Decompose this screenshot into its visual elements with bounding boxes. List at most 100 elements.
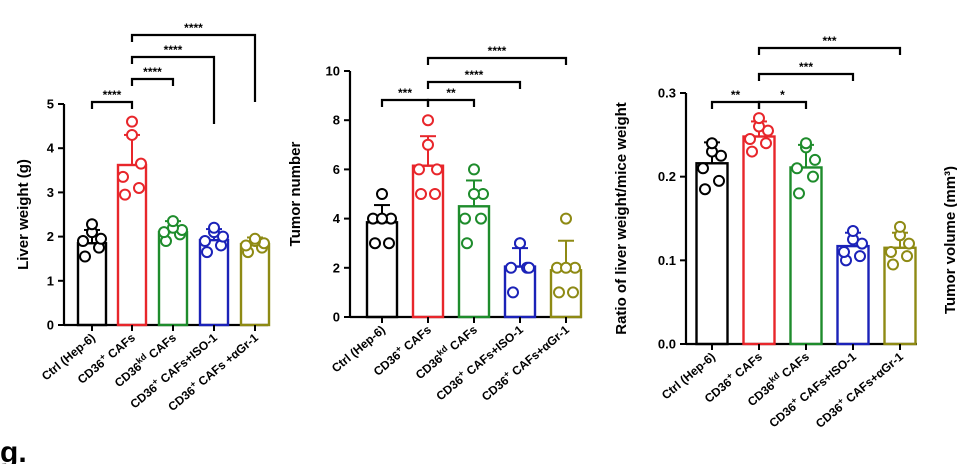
significance-label: ** — [446, 86, 456, 100]
data-point — [903, 237, 915, 250]
data-point — [894, 220, 906, 233]
significance-bracket — [90, 100, 134, 109]
data-point — [753, 112, 765, 125]
significance-label: **** — [184, 21, 203, 35]
data-point — [847, 225, 859, 238]
data-point — [415, 188, 427, 200]
data-point — [800, 137, 812, 150]
y-tick-label: 10 — [326, 64, 340, 79]
y-axis-label: Ratio of liver weight/mice weight — [613, 102, 630, 335]
significance-label: * — [780, 88, 785, 102]
data-point — [706, 137, 718, 150]
bar — [742, 135, 776, 346]
data-point — [553, 286, 565, 299]
data-point — [199, 235, 211, 248]
y-axis-label: Liver weight (g) — [15, 159, 32, 270]
tumor-volume-axis-label: Tumor volume (mm³) — [942, 166, 957, 314]
data-point — [475, 212, 487, 225]
significance-bracket — [130, 55, 216, 124]
significance-label: **** — [164, 43, 183, 57]
data-point — [809, 153, 821, 166]
y-tick-label: 0.2 — [658, 169, 676, 184]
significance-bracket — [130, 33, 257, 102]
significance-label: *** — [398, 86, 412, 100]
data-point — [887, 258, 899, 271]
data-point — [560, 261, 572, 274]
significance-label: **** — [143, 65, 162, 79]
data-point — [119, 188, 131, 201]
significance-bracket — [380, 98, 430, 107]
data-point — [77, 235, 89, 248]
data-point — [459, 212, 471, 225]
data-point — [413, 163, 425, 176]
data-point — [133, 181, 145, 194]
y-tick-label: 6 — [333, 162, 340, 177]
data-point — [86, 218, 98, 231]
significance-bracket — [426, 80, 522, 89]
data-point — [422, 138, 434, 151]
significance-bracket — [426, 98, 476, 107]
data-point — [713, 174, 725, 187]
data-point — [514, 237, 526, 250]
data-point — [201, 246, 213, 259]
y-tick-label: 0 — [47, 318, 54, 333]
data-point — [369, 237, 381, 250]
data-point — [468, 188, 480, 200]
data-point — [135, 157, 147, 170]
data-point — [117, 170, 129, 183]
y-tick-label: 0.3 — [658, 86, 676, 101]
liver-ratio-chart: 0.0 0.1 0.2 0.3 Ratio of liver weight/mice w… — [613, 34, 917, 431]
data-point — [791, 162, 803, 175]
significance-bracket — [426, 56, 568, 65]
data-point — [793, 187, 805, 200]
y-tick-label: 2 — [47, 229, 54, 244]
significance-label: **** — [488, 44, 507, 58]
y-tick-label: 0 — [333, 310, 340, 325]
data-point — [95, 232, 107, 245]
y-tick-label: 0.0 — [658, 337, 676, 352]
data-point — [167, 215, 179, 228]
data-point — [507, 286, 519, 299]
panel-letter: g. — [0, 436, 27, 464]
data-point — [760, 137, 772, 150]
data-point — [838, 245, 850, 258]
data-point — [885, 245, 897, 258]
data-point — [376, 188, 388, 200]
data-point — [699, 183, 711, 196]
significance-bracket — [757, 100, 808, 109]
data-point — [854, 250, 866, 263]
y-tick-label: 3 — [47, 185, 54, 200]
significance-label: ** — [731, 88, 741, 102]
significance-bracket — [710, 100, 761, 109]
significance-bracket — [757, 46, 902, 55]
y-tick-label: 2 — [333, 260, 340, 275]
data-point — [560, 212, 572, 225]
data-point — [523, 261, 535, 274]
data-point — [807, 170, 819, 183]
data-point — [376, 212, 388, 225]
data-point — [901, 250, 913, 263]
y-tick-label: 5 — [47, 97, 54, 112]
data-point — [79, 250, 91, 263]
y-tick-label: 8 — [333, 113, 340, 128]
data-point — [249, 232, 261, 245]
significance-label: *** — [799, 60, 813, 74]
significance-bracket — [757, 72, 855, 81]
data-point — [431, 163, 443, 176]
y-tick-label: 0.1 — [658, 253, 676, 268]
bar — [365, 221, 399, 319]
y-tick-label: 4 — [333, 211, 341, 226]
significance-label: *** — [822, 34, 836, 48]
data-point — [422, 114, 434, 127]
data-point — [383, 237, 395, 250]
data-point — [746, 145, 758, 158]
data-point — [126, 115, 138, 128]
y-tick-label: 4 — [47, 141, 55, 156]
data-point — [208, 221, 220, 234]
data-point — [505, 261, 517, 274]
data-point — [744, 133, 756, 146]
